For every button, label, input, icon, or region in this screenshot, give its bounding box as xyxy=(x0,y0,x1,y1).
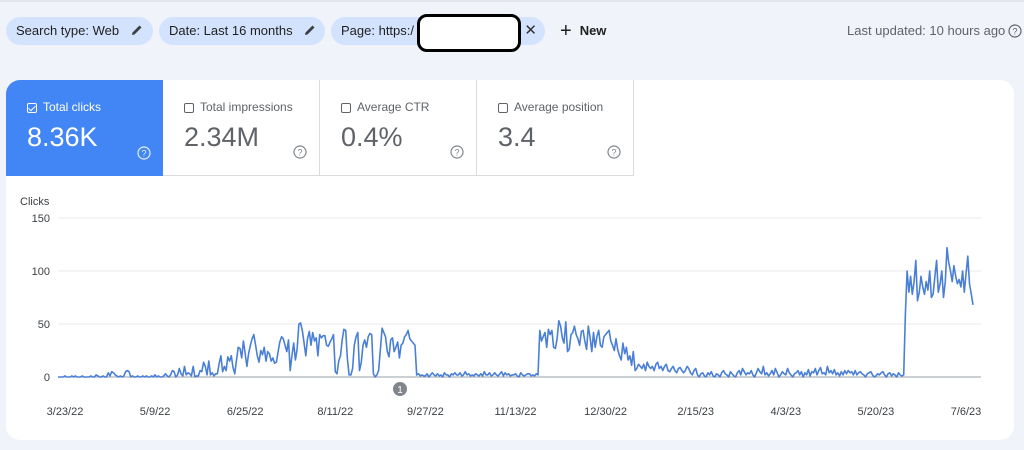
svg-text:?: ? xyxy=(611,148,616,158)
search-type-chip[interactable]: Search type: Web xyxy=(6,17,153,45)
x-tick-label: 5/9/22 xyxy=(140,406,171,418)
close-icon[interactable]: ✕ xyxy=(524,22,537,39)
svg-text:?: ? xyxy=(1012,27,1017,37)
help-icon[interactable]: ? xyxy=(607,145,621,164)
annotation-label: 1 xyxy=(397,385,403,396)
pencil-icon[interactable] xyxy=(131,18,143,46)
checkbox[interactable] xyxy=(341,103,351,113)
help-icon[interactable]: ? xyxy=(450,145,464,164)
new-filter-button[interactable]: + New xyxy=(560,17,606,45)
metric-label-text: Average position xyxy=(514,100,604,114)
metric-value: 0.4% xyxy=(341,122,403,152)
metric-label-text: Total impressions xyxy=(200,100,293,114)
y-tick-label: 100 xyxy=(32,266,50,278)
top-divider xyxy=(0,0,1024,2)
plus-icon: + xyxy=(560,19,572,42)
date-label: Date: Last 16 months xyxy=(169,23,293,38)
checkbox[interactable] xyxy=(184,103,194,113)
annotation-marker[interactable]: 1 xyxy=(393,382,407,396)
metric-tile-total-impressions[interactable]: Total impressions 2.34M ? xyxy=(163,80,320,176)
x-tick-label: 4/3/23 xyxy=(771,406,802,418)
svg-text:?: ? xyxy=(141,149,146,159)
x-tick-label: 3/23/22 xyxy=(47,406,84,418)
svg-text:?: ? xyxy=(297,148,302,158)
clicks-chart: 150 100 50 0 3/23/22 5/9/22 6/25/22 8/11/22 9/27… xyxy=(32,213,982,418)
x-tick-label: 7/6/23 xyxy=(951,406,982,418)
search-type-label: Search type: Web xyxy=(16,23,120,38)
metric-label: Average CTR xyxy=(341,100,429,114)
help-icon[interactable]: ? xyxy=(1008,24,1022,43)
metric-tile-total-clicks[interactable]: Total clicks 8.36K ? xyxy=(6,80,163,176)
last-updated-text: Last updated: 10 hours ago xyxy=(847,23,1006,38)
x-tick-label: 9/27/22 xyxy=(407,406,444,418)
date-chip[interactable]: Date: Last 16 months xyxy=(159,17,325,45)
x-tick-label: 11/13/22 xyxy=(494,406,536,418)
y-axis-label: Clicks xyxy=(20,196,50,208)
y-tick-label: 50 xyxy=(38,319,50,331)
checkbox[interactable] xyxy=(27,103,37,113)
pencil-icon[interactable] xyxy=(304,18,316,46)
metric-label-text: Average CTR xyxy=(357,100,430,114)
clicks-series-line xyxy=(58,246,974,378)
metric-label-text: Total clicks xyxy=(43,100,102,114)
x-tick-label: 8/11/22 xyxy=(317,406,353,418)
x-tick-label: 5/20/23 xyxy=(858,406,895,418)
metric-value: 2.34M xyxy=(184,122,260,152)
metric-label: Average position xyxy=(498,100,603,114)
metric-value: 8.36K xyxy=(27,122,98,152)
x-tick-label: 12/30/22 xyxy=(584,406,627,418)
metric-value: 3.4 xyxy=(498,122,536,152)
metric-tile-average-ctr[interactable]: Average CTR 0.4% ? xyxy=(320,80,477,176)
x-tick-label: 6/25/22 xyxy=(227,406,264,418)
help-icon[interactable]: ? xyxy=(137,146,151,165)
filter-bar: Search type: Web Date: Last 16 months Pa… xyxy=(0,14,1024,52)
new-label: New xyxy=(579,23,607,38)
redaction-box xyxy=(417,14,521,52)
metric-label: Total clicks xyxy=(27,100,101,114)
page-label: Page: https:/ xyxy=(341,23,414,38)
svg-text:?: ? xyxy=(454,148,459,158)
metric-tile-average-position[interactable]: Average position 3.4 ? xyxy=(477,80,634,176)
performance-card: Total clicks 8.36K ? Total impressions 2… xyxy=(6,80,1014,440)
y-tick-label: 0 xyxy=(44,372,50,384)
help-icon[interactable]: ? xyxy=(293,145,307,164)
checkbox[interactable] xyxy=(498,103,508,113)
metric-label: Total impressions xyxy=(184,100,293,114)
y-tick-label: 150 xyxy=(32,213,50,225)
x-tick-label: 2/15/23 xyxy=(677,406,714,418)
